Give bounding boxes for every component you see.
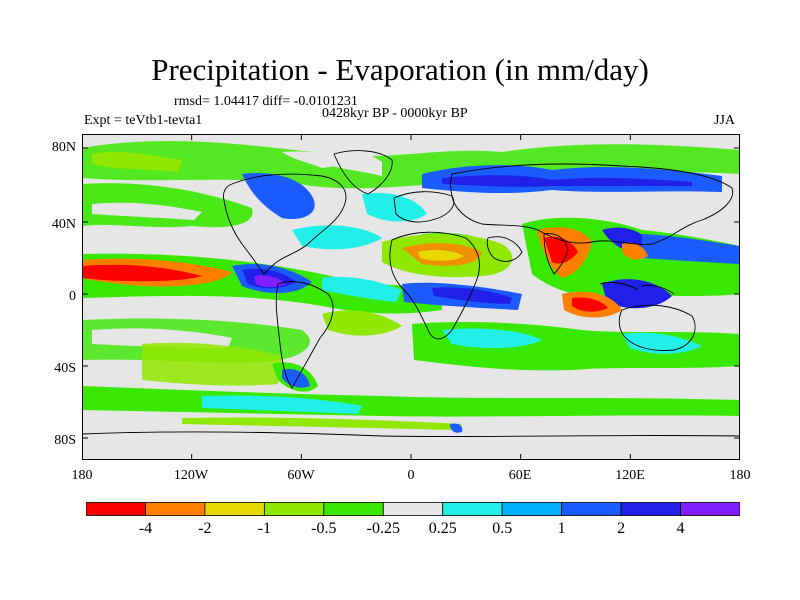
colorbar-swatch (620, 502, 681, 516)
pe-anomaly-map (82, 134, 740, 460)
coastlines (82, 150, 740, 438)
coast-north-america (223, 173, 347, 275)
colorbar-swatch (442, 502, 503, 516)
itcz-field (82, 253, 522, 314)
midlat-south-field (82, 310, 740, 392)
coast-greenland (333, 150, 393, 195)
coast-europe (393, 191, 455, 223)
coast-australia (618, 304, 696, 351)
colorbar-swatch (680, 502, 740, 516)
colorbar-label: -2 (198, 520, 212, 537)
coast-asia (450, 163, 734, 245)
stats-line: rmsd= 1.04417 diff= -0.0101231 (174, 94, 358, 109)
season-label: JJA (714, 113, 736, 128)
lat-tick-40n: 40N (51, 217, 76, 232)
colorbar-label: -0.5 (311, 520, 337, 537)
colorbar-label: -4 (138, 520, 153, 537)
colorbar-swatch (501, 502, 563, 516)
colorbar-swatch (204, 502, 265, 516)
colorbar-swatch (263, 502, 325, 516)
colorbar-swatch (382, 502, 444, 516)
period-label: 0428kyr BP - 0000kyr BP (322, 106, 468, 121)
plot-title: Precipitation - Evaporation (in mm/day) (151, 52, 649, 87)
lon-tick-0: 0 (407, 468, 415, 483)
colorbar-swatch (145, 502, 206, 516)
colorbar-swatch (323, 502, 384, 516)
colorbar-swatches (86, 502, 740, 516)
colorbar-label: -1 (257, 520, 272, 537)
lat-tick-0: 0 (69, 289, 76, 304)
colorbar-label: 1 (557, 520, 566, 537)
lon-tick-60e: 60E (508, 468, 532, 483)
monsoon-field (522, 217, 740, 318)
lon-tick-180w: 180 (71, 468, 93, 483)
colorbar-label: 4 (676, 520, 685, 537)
coast-indonesia (599, 281, 675, 295)
map-ticks (82, 134, 740, 460)
map-panel (82, 134, 740, 460)
colorbar-label: 0.25 (428, 520, 457, 537)
lon-tick-120w: 120W (173, 468, 209, 483)
lat-tick-80s: 80S (54, 433, 76, 448)
experiment-label: Expt = teVtb1-tevta1 (84, 113, 203, 128)
lon-tick-120e: 120E (615, 468, 645, 483)
colorbar-label: 2 (617, 520, 626, 537)
colorbar-label: 0.5 (492, 520, 513, 537)
colorbar (86, 502, 740, 516)
southern-ocean-field (82, 386, 740, 460)
lat-tick-80n: 80N (51, 140, 76, 155)
coast-south-america (275, 281, 334, 389)
coast-africa (389, 231, 480, 340)
coast-india (543, 233, 569, 275)
lon-tick-180e: 180 (729, 468, 751, 483)
coast-antarctica (82, 431, 740, 438)
colorbar-swatch (86, 502, 146, 516)
lat-tick-40s: 40S (54, 361, 76, 376)
lon-tick-60w: 60W (287, 468, 315, 483)
colorbar-label: -0.25 (366, 520, 400, 537)
coast-arabia (486, 236, 523, 262)
colorbar-swatch (561, 502, 622, 516)
arctic-field (82, 140, 740, 220)
